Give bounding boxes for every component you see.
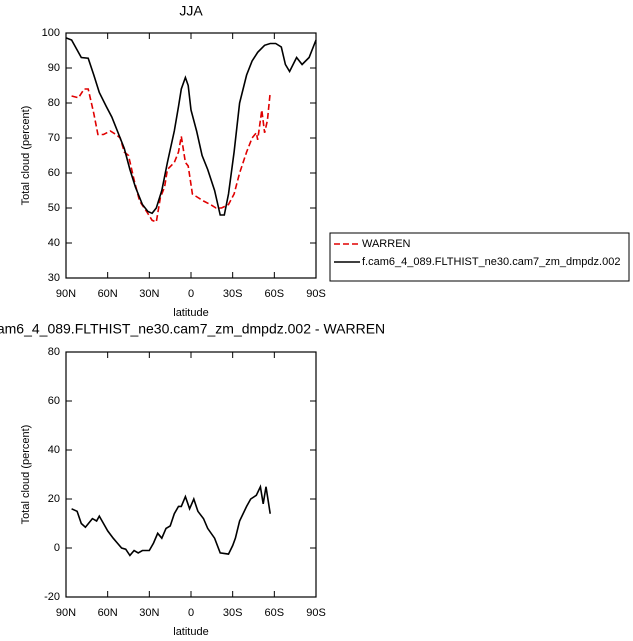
x-tick-label: 60S (265, 607, 285, 619)
y-tick-label: 20 (48, 493, 60, 505)
y-tick-label: 50 (48, 202, 60, 214)
y-tick-label: 80 (48, 97, 60, 109)
x-tick-label: 60N (98, 607, 118, 619)
y-tick-label: 90 (48, 62, 60, 74)
x-tick-label: 30S (223, 288, 243, 300)
y-tick-label: 70 (48, 132, 60, 144)
data-line (65, 37, 317, 216)
legend-box (329, 232, 630, 282)
chart-title: JJA (179, 3, 203, 19)
x-tick-label: 90S (306, 607, 326, 619)
chart-title: am6_4_089.FLTHIST_ne30.cam7_zm_dmpdz.002… (0, 321, 385, 337)
y-tick-label: 30 (48, 272, 60, 284)
plot-frame (65, 32, 317, 279)
legend-label: WARREN (362, 238, 411, 250)
x-tick-label: 60S (265, 288, 285, 300)
x-tick-label: 90S (306, 288, 326, 300)
x-tick-label: 30N (139, 607, 159, 619)
x-tick-label: 90N (56, 288, 76, 300)
data-line (71, 88, 271, 224)
y-tick-label: 0 (54, 542, 60, 554)
y-tick-label: 60 (48, 167, 60, 179)
x-axis-label: latitude (173, 626, 208, 638)
y-axis-label: Total cloud (percent) (20, 425, 32, 525)
x-tick-label: 30S (223, 607, 243, 619)
y-tick-label: -20 (44, 591, 60, 603)
y-tick-label: 40 (48, 444, 60, 456)
x-axis-label: latitude (173, 307, 208, 319)
legend-label: f.cam6_4_089.FLTHIST_ne30.cam7_zm_dmpdz.… (362, 256, 620, 268)
plot-frame (65, 351, 317, 598)
x-tick-label: 60N (98, 288, 118, 300)
y-tick-label: 80 (48, 346, 60, 358)
y-axis-label: Total cloud (percent) (20, 106, 32, 206)
y-tick-label: 40 (48, 237, 60, 249)
y-tick-label: 60 (48, 395, 60, 407)
y-tick-label: 100 (42, 27, 60, 39)
data-line (71, 484, 271, 557)
x-tick-label: 0 (188, 607, 194, 619)
x-tick-label: 0 (188, 288, 194, 300)
x-tick-label: 90N (56, 607, 76, 619)
x-tick-label: 30N (139, 288, 159, 300)
